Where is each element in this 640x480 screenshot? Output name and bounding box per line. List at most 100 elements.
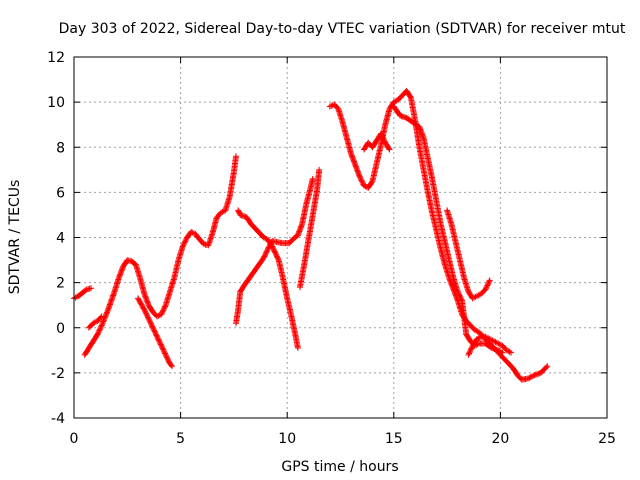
data-point-marker — [467, 347, 474, 354]
data-point-marker — [466, 350, 473, 357]
data-point-marker — [356, 173, 363, 180]
data-point-marker — [154, 335, 161, 342]
series-arc-6 — [233, 175, 316, 327]
data-point-marker — [262, 250, 269, 257]
data-point-marker — [95, 328, 102, 335]
data-point-marker — [98, 322, 105, 329]
data-point-marker — [486, 277, 493, 284]
data-point-marker — [484, 281, 491, 288]
data-point-marker — [381, 137, 388, 144]
data-point-marker — [455, 291, 462, 298]
data-point-marker — [159, 344, 166, 351]
data-point-marker — [543, 364, 550, 371]
data-point-marker — [457, 295, 464, 302]
data-point-marker — [146, 318, 153, 325]
data-point-marker — [359, 178, 366, 185]
data-point-marker — [266, 243, 273, 250]
data-point-marker — [164, 355, 171, 362]
data-point-marker — [162, 350, 169, 357]
data-point-marker — [379, 134, 386, 141]
data-point-marker — [98, 313, 105, 320]
data-point-marker — [261, 253, 268, 260]
data-point-marker — [483, 283, 490, 290]
y-tick-label: 10 — [47, 95, 65, 111]
series-arc-3 — [85, 313, 105, 331]
data-point-marker — [137, 299, 144, 306]
data-point-marker — [99, 321, 106, 328]
data-point-marker — [454, 288, 461, 295]
x-tick-label: 25 — [598, 431, 616, 447]
data-point-marker — [260, 254, 267, 261]
data-point-marker — [147, 319, 154, 326]
y-tick-label: 6 — [56, 185, 65, 201]
data-point-marker — [135, 296, 142, 303]
data-point-marker — [148, 320, 155, 327]
data-point-marker — [378, 132, 385, 139]
data-point-marker — [368, 179, 375, 186]
data-point-marker — [100, 318, 107, 325]
data-point-marker — [261, 252, 268, 259]
data-point-marker — [168, 361, 175, 368]
y-tick-label: 2 — [56, 276, 65, 292]
data-point-marker — [88, 285, 95, 292]
data-point-marker — [485, 279, 492, 286]
data-point-marker — [267, 241, 274, 248]
data-point-marker — [385, 145, 392, 152]
data-point-marker — [139, 302, 146, 309]
series-arc-5 — [235, 207, 301, 352]
series-arc-7 — [296, 166, 323, 291]
series-arc-4 — [134, 295, 176, 370]
data-point-marker — [484, 282, 491, 289]
data-point-marker — [165, 356, 172, 363]
y-tick-label: -2 — [51, 366, 65, 382]
data-point-marker — [138, 301, 145, 308]
data-point-marker — [482, 286, 489, 293]
data-point-marker — [161, 349, 168, 356]
data-point-marker — [94, 331, 101, 338]
data-point-marker — [499, 349, 506, 356]
data-point-marker — [96, 326, 103, 333]
data-point-marker — [104, 308, 111, 315]
data-points — [71, 87, 551, 383]
data-point-marker — [357, 174, 364, 181]
data-point-marker — [358, 177, 365, 184]
data-point-marker — [151, 328, 158, 335]
y-tick-label: 0 — [56, 321, 65, 337]
data-point-marker — [158, 342, 165, 349]
data-point-marker — [153, 332, 160, 339]
series-arc-2 — [81, 153, 240, 358]
data-point-marker — [149, 323, 156, 330]
data-point-marker — [141, 307, 148, 314]
data-point-marker — [179, 243, 186, 250]
data-point-marker — [159, 309, 166, 316]
data-point-marker — [378, 130, 385, 137]
data-point-marker — [182, 237, 189, 244]
data-point-marker — [160, 346, 167, 353]
data-point-marker — [141, 306, 148, 313]
data-point-marker — [455, 289, 462, 296]
data-point-marker — [275, 255, 282, 262]
data-point-marker — [359, 180, 366, 187]
x-tick-label: 0 — [70, 431, 79, 447]
data-point-marker — [97, 314, 104, 321]
series-arc-8 — [326, 87, 551, 383]
data-point-marker — [95, 330, 102, 337]
data-point-marker — [163, 354, 170, 361]
data-point-marker — [96, 327, 103, 334]
series-arc-9 — [360, 130, 393, 153]
data-point-marker — [457, 293, 464, 300]
data-point-marker — [357, 176, 364, 183]
x-tick-label: 15 — [385, 431, 403, 447]
data-point-marker — [143, 311, 150, 318]
data-point-marker — [150, 326, 157, 333]
data-point-marker — [468, 345, 475, 352]
data-point-marker — [316, 166, 323, 173]
y-tick-label: 12 — [47, 50, 65, 66]
data-point-marker — [294, 345, 301, 352]
data-point-marker — [145, 315, 152, 322]
data-point-marker — [157, 340, 164, 347]
data-point-marker — [100, 317, 107, 324]
data-point-marker — [98, 323, 105, 330]
data-point-marker — [154, 333, 161, 340]
